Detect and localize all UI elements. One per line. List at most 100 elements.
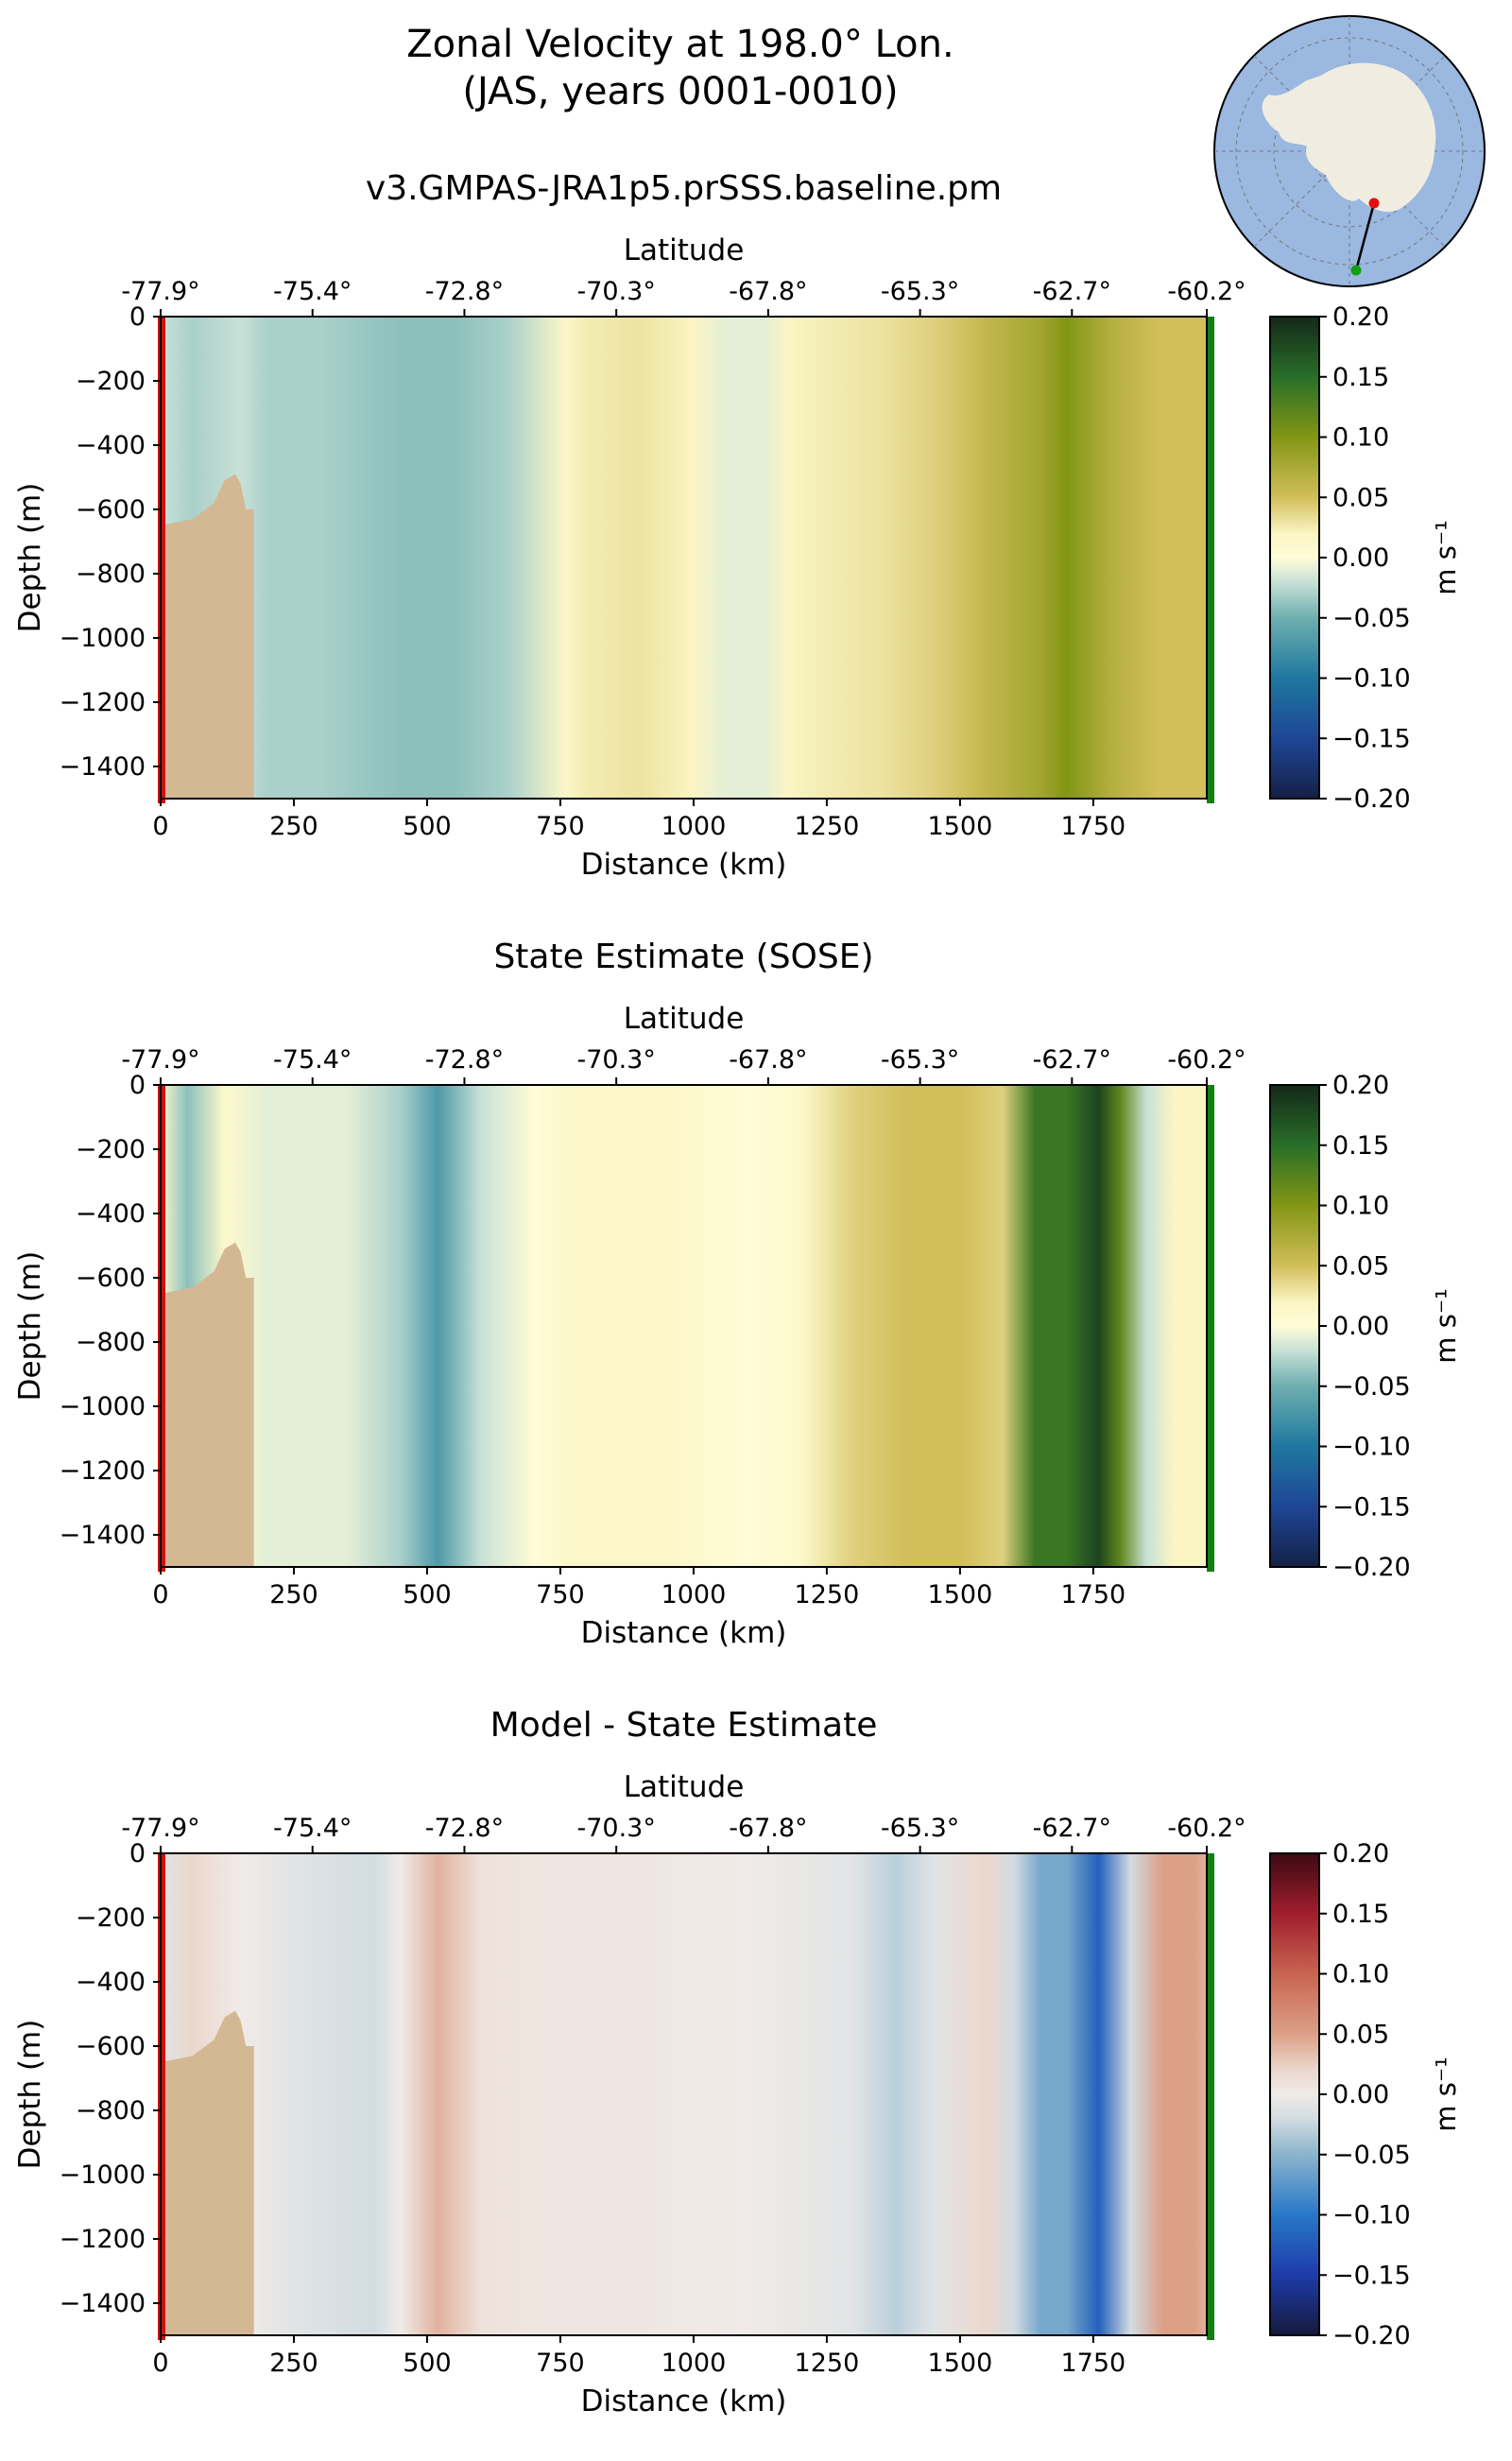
y-tick-label: 0: [129, 302, 146, 332]
colorbar-tick-label: −0.05: [1332, 2141, 1411, 2170]
x-tick-label: 1500: [928, 1580, 993, 1609]
y-tick-label: −800: [76, 2096, 146, 2125]
y-tick-label: −400: [76, 1199, 146, 1229]
x-tick-label: 500: [403, 812, 452, 841]
colorbar-tick-label: −0.10: [1332, 1433, 1411, 1462]
y-tick-label: −400: [76, 1968, 146, 1997]
colorbar-label: m s⁻¹: [1430, 1288, 1462, 1364]
latitude-axis-label: Latitude: [624, 233, 745, 267]
latitude-tick-label: -75.4°: [273, 1045, 352, 1075]
x-axis-label: Distance (km): [581, 848, 787, 882]
y-tick-label: −800: [76, 1328, 146, 1357]
colorbar: [1269, 1852, 1320, 2336]
y-tick-label: 0: [129, 1839, 146, 1868]
y-tick-label: −1400: [60, 1521, 146, 1550]
colorbar-tick-label: −0.05: [1332, 1372, 1411, 1402]
colorbar-tick-label: 0.10: [1332, 423, 1389, 453]
inset-end-marker: [1350, 265, 1362, 276]
latitude-tick-label: -67.8°: [729, 1045, 807, 1075]
y-tick-label: −1400: [60, 2289, 146, 2318]
inset-start-marker: [1368, 198, 1380, 209]
y-axis-label: Depth (m): [13, 483, 47, 633]
colorbar-tick-label: 0.15: [1332, 1900, 1389, 1929]
latitude-tick-label: -65.3°: [881, 1814, 959, 1843]
colorbar-tick-label: 0.10: [1332, 1960, 1389, 1989]
y-tick-label: −1200: [60, 2225, 146, 2254]
colorbar-tick-label: 0.05: [1332, 1251, 1389, 1281]
latitude-tick-label: -77.9°: [121, 277, 199, 306]
x-tick-label: 1000: [662, 812, 727, 841]
latitude-tick-label: -75.4°: [273, 1814, 352, 1843]
colorbar-tick-label: −0.20: [1332, 784, 1411, 814]
colorbar-tick-label: −0.05: [1332, 604, 1411, 633]
latitude-tick-label: -70.3°: [576, 1814, 655, 1843]
y-tick-label: 0: [129, 1071, 146, 1100]
x-tick-label: 500: [403, 2349, 452, 2378]
panel-title: Model - State Estimate: [490, 1706, 878, 1745]
y-axis-label: Depth (m): [13, 2020, 47, 2170]
x-tick-label: 1750: [1061, 812, 1126, 841]
y-tick-label: −800: [76, 559, 146, 589]
colorbar-tick-label: 0.15: [1332, 1131, 1389, 1161]
plot-frame: [160, 1852, 1208, 2336]
antarctica-polar-map-icon: [1213, 15, 1486, 287]
latitude-tick-label: -60.2°: [1167, 1045, 1246, 1075]
colorbar-tick-label: 0.20: [1332, 1071, 1389, 1100]
panel-obs: State Estimate (SOSE) Latitude 0 250 500 750 1…: [13, 938, 1462, 1650]
x-tick-label: 500: [403, 1580, 452, 1609]
latitude-tick-label: -62.7°: [1033, 1814, 1111, 1843]
y-tick-label: −1200: [60, 1456, 146, 1486]
y-tick-label: −1000: [60, 624, 146, 653]
colorbar-tick-label: −0.20: [1332, 2321, 1411, 2350]
x-tick-label: 1250: [795, 812, 860, 841]
y-tick-label: −400: [76, 431, 146, 460]
y-axis-label: Depth (m): [13, 1251, 47, 1402]
x-tick-label: 250: [269, 1580, 318, 1609]
latitude-tick-label: -75.4°: [273, 277, 352, 306]
latitude-tick-label: -70.3°: [576, 277, 655, 306]
plot-frame: [160, 316, 1208, 800]
y-tick-label: −1200: [60, 688, 146, 717]
panel-title: v3.GMPAS-JRA1p5.prSSS.baseline.pm: [366, 169, 1002, 208]
y-tick-label: −600: [76, 1264, 146, 1293]
x-tick-label: 1250: [795, 2349, 860, 2378]
colorbar: [1269, 1084, 1320, 1568]
y-tick-label: −200: [76, 1135, 146, 1164]
panel-diff: Model - State Estimate Latitude 0 250 500 750…: [13, 1706, 1462, 2418]
velocity-field: [161, 1085, 1207, 1567]
y-tick-label: −200: [76, 1903, 146, 1933]
y-tick-label: −1400: [60, 752, 146, 782]
x-tick-label: 1000: [662, 2349, 727, 2378]
transect-end-line: [1207, 317, 1214, 803]
x-tick-label: 750: [536, 1580, 585, 1609]
colorbar-label: m s⁻¹: [1430, 2057, 1462, 2132]
latitude-tick-label: -65.3°: [881, 1045, 959, 1075]
latitude-tick-label: -72.8°: [425, 1814, 504, 1843]
y-tick-label: −600: [76, 2032, 146, 2061]
colorbar-tick-label: −0.15: [1332, 2261, 1411, 2290]
colorbar-tick-label: 0.00: [1332, 1312, 1389, 1341]
colorbar-tick-label: −0.15: [1332, 1492, 1411, 1522]
latitude-tick-label: -70.3°: [576, 1045, 655, 1075]
latitude-tick-label: -77.9°: [121, 1814, 199, 1843]
colorbar-tick-label: 0.00: [1332, 543, 1389, 573]
latitude-tick-label: -60.2°: [1167, 277, 1246, 306]
y-tick-label: −1000: [60, 1392, 146, 1421]
seafloor-bathymetry: [161, 473, 254, 799]
y-tick-label: −1000: [60, 2160, 146, 2190]
x-tick-label: 1500: [928, 2349, 993, 2378]
x-tick-label: 0: [152, 2349, 168, 2378]
y-tick-label: −200: [76, 367, 146, 396]
x-tick-label: 250: [269, 812, 318, 841]
x-axis-label: Distance (km): [581, 2384, 787, 2418]
panel-model: v3.GMPAS-JRA1p5.prSSS.baseline.pm Latitud…: [13, 169, 1462, 882]
colorbar-tick-label: −0.10: [1332, 2201, 1411, 2230]
colorbar-label: m s⁻¹: [1430, 520, 1462, 595]
latitude-tick-label: -65.3°: [881, 277, 959, 306]
velocity-field: [161, 1853, 1207, 2335]
latitude-tick-label: -67.8°: [729, 1814, 807, 1843]
colorbar-tick-label: −0.15: [1332, 724, 1411, 753]
x-tick-label: 750: [536, 2349, 585, 2378]
latitude-tick-label: -62.7°: [1033, 1045, 1111, 1075]
